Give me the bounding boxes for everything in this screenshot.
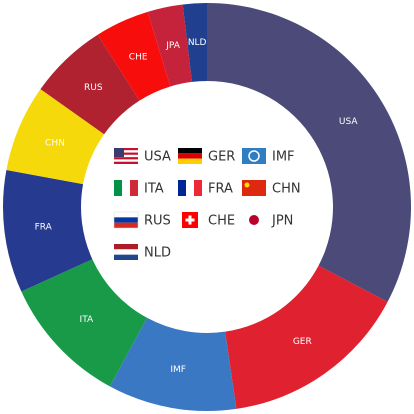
- legend-item: [242, 148, 266, 164]
- legend-item: [249, 215, 259, 225]
- flag-part: [114, 150, 138, 153]
- slice-label: RUS: [84, 83, 103, 93]
- flag-part: [114, 222, 138, 228]
- legend-text: IMF: [272, 150, 295, 165]
- flag-part: [114, 180, 122, 196]
- legend-text: RUS: [144, 214, 171, 229]
- slice: [147, 4, 192, 87]
- slice-label: JPA: [165, 41, 181, 51]
- slice: [182, 3, 207, 82]
- flag-part: [113, 211, 139, 229]
- legend-text: CHN: [272, 182, 301, 197]
- flag-part: [114, 157, 138, 160]
- flag-part: [194, 180, 202, 196]
- legend-text: NLD: [144, 246, 171, 261]
- flag-part: [114, 159, 138, 162]
- slice: [3, 170, 93, 292]
- flag-part: [114, 154, 138, 158]
- slice-label: NLD: [188, 38, 207, 48]
- flag-part: [130, 180, 138, 196]
- legend-text: JPN: [271, 214, 293, 229]
- flag-part: [242, 148, 266, 164]
- slice-label: CHN: [45, 138, 65, 148]
- flag-part: [178, 153, 202, 159]
- slice-label: ITA: [80, 315, 94, 325]
- flag-part: [114, 244, 138, 250]
- flag-part: [114, 152, 138, 155]
- flag-part: [114, 217, 138, 223]
- legend-item: [114, 148, 138, 164]
- flag-part: [178, 148, 202, 154]
- flag-part: [244, 182, 250, 188]
- legend-item: [178, 180, 202, 196]
- flag-part: [114, 249, 138, 255]
- legend-item: [113, 211, 139, 229]
- legend-text: CHE: [208, 214, 235, 229]
- legend-item: [114, 244, 138, 260]
- slice: [21, 259, 147, 387]
- slice-label: USA: [339, 117, 358, 127]
- flag-part: [178, 180, 186, 196]
- flag-part: [114, 212, 138, 218]
- flag-part: [114, 148, 124, 157]
- slice: [6, 89, 105, 185]
- flag-part: [114, 161, 138, 164]
- flag-part: [122, 180, 130, 196]
- flag-part: [114, 254, 138, 260]
- legend-item: [242, 180, 266, 196]
- flag-part: [186, 180, 194, 196]
- slice: [40, 34, 140, 135]
- flag-part: [178, 158, 202, 164]
- legend-text: ITA: [144, 182, 164, 197]
- slice-label: IMF: [170, 365, 186, 375]
- legend-text: GER: [208, 150, 235, 165]
- flag-part: [114, 148, 138, 151]
- slice-label: CHE: [129, 53, 148, 63]
- legend-item: [114, 180, 138, 196]
- legend-item: [178, 148, 202, 164]
- flag-part: [242, 180, 266, 196]
- flag-part: [185, 218, 195, 222]
- flag-part: [249, 215, 259, 225]
- slice: [109, 317, 237, 411]
- slice: [207, 3, 412, 302]
- slice-label: GER: [293, 337, 312, 347]
- legend-text: FRA: [208, 182, 233, 197]
- legend-text: USA: [144, 150, 171, 165]
- slice: [225, 265, 388, 409]
- slice-label: FRA: [35, 223, 53, 233]
- slice: [97, 11, 171, 101]
- legend-item: [182, 212, 198, 228]
- flag-part: [248, 150, 260, 162]
